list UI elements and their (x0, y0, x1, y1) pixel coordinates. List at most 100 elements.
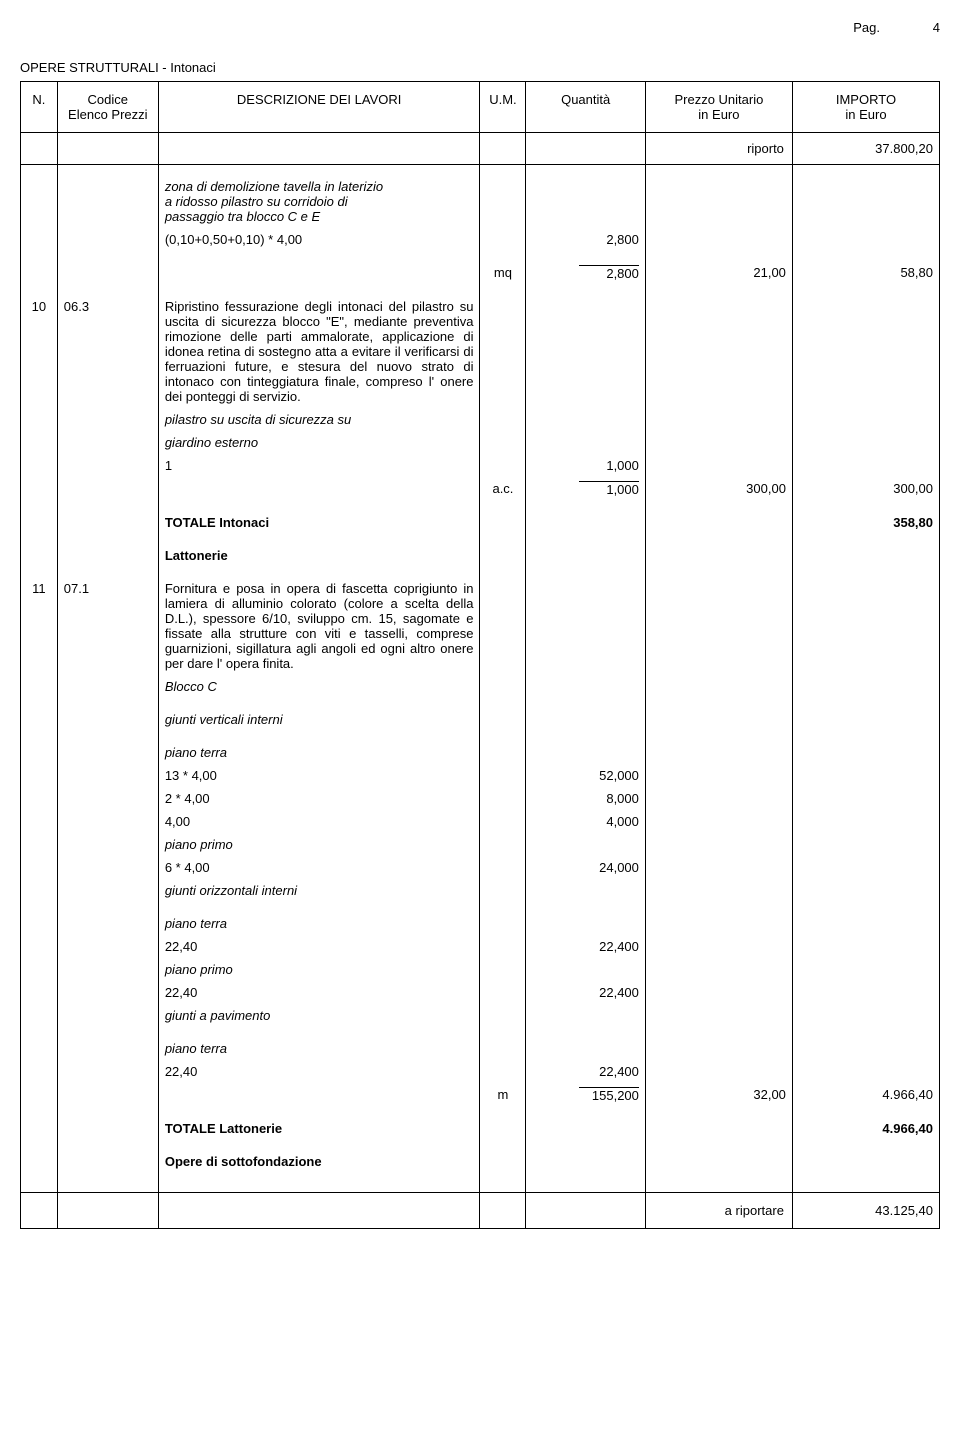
item10-sub2: giardino esterno (158, 431, 480, 454)
item11-pt1-row: piano terra (21, 741, 940, 764)
item11-pt3-row: piano terra (21, 1037, 940, 1060)
item11-l4-expr: 6 * 4,00 (158, 856, 480, 879)
item9-calc-val: 2,800 (526, 228, 645, 251)
a-riportare-row: a riportare 43.125,40 (21, 1193, 940, 1229)
header-desc: DESCRIZIONE DEI LAVORI (158, 82, 480, 133)
header-um: U.M. (480, 82, 526, 133)
item11-gap: giunti a pavimento (158, 1004, 480, 1027)
section-title: OPERE STRUTTURALI - Intonaci (20, 60, 940, 75)
item11-l5-expr: 22,40 (158, 935, 480, 958)
item11-um: m (480, 1083, 526, 1107)
item11-qty: 155,200 (526, 1083, 645, 1107)
item10-n: 10 (21, 295, 58, 408)
totale-lattonerie-label: TOTALE Lattonerie (158, 1117, 480, 1140)
main-table: N. Codice Elenco Prezzi DESCRIZIONE DEI … (20, 81, 940, 1229)
item11-pt2-row: piano terra (21, 912, 940, 935)
item11-l2-val: 8,000 (526, 787, 645, 810)
item11-pt3: piano terra (158, 1037, 480, 1060)
header-import: IMPORTO in Euro (792, 82, 939, 133)
item11-l1-expr: 13 * 4,00 (158, 764, 480, 787)
item11-l7-expr: 22,40 (158, 1060, 480, 1083)
item11-l4-val: 24,000 (526, 856, 645, 879)
totale-intonaci-row: TOTALE Intonaci 358,80 (21, 511, 940, 534)
lattonerie-row: Lattonerie (21, 544, 940, 567)
item10-one-val: 1,000 (526, 454, 645, 477)
item11-gvi-row: giunti verticali interni (21, 708, 940, 731)
item9-total-row: mq 2,800 21,00 58,80 (21, 261, 940, 285)
item10-total-row: a.c. 1,000 300,00 300,00 (21, 477, 940, 501)
item11-import: 4.966,40 (792, 1083, 939, 1107)
item11-goi: giunti orizzontali interni (158, 879, 480, 902)
riporto-label: riporto (645, 133, 792, 165)
header-row: N. Codice Elenco Prezzi DESCRIZIONE DEI … (21, 82, 940, 133)
item11-l1-row: 13 * 4,00 52,000 (21, 764, 940, 787)
item11-l2-row: 2 * 4,00 8,000 (21, 787, 940, 810)
lattonerie-label: Lattonerie (158, 544, 480, 567)
item10-import: 300,00 (792, 477, 939, 501)
item11-l4-row: 6 * 4,00 24,000 (21, 856, 940, 879)
page-label: Pag. (853, 20, 880, 35)
item10-desc: Ripristino fessurazione degli intonaci d… (158, 295, 480, 408)
item11-l7-row: 22,40 22,400 (21, 1060, 940, 1083)
item9-line3: passaggio tra blocco C e E (165, 209, 474, 224)
item11-l3-val: 4,000 (526, 810, 645, 833)
item10-sub1: pilastro su uscita di sicurezza su (158, 408, 480, 431)
item11-l6-expr: 22,40 (158, 981, 480, 1004)
item10-qty: 1,000 (526, 477, 645, 501)
item11-l1-val: 52,000 (526, 764, 645, 787)
item11-l5-val: 22,400 (526, 935, 645, 958)
item11-l3-row: 4,00 4,000 (21, 810, 940, 833)
item11-l5-row: 22,40 22,400 (21, 935, 940, 958)
item11-pt2: piano terra (158, 912, 480, 935)
item11-price: 32,00 (645, 1083, 792, 1107)
item11-desc: Fornitura e posa in opera di fascetta co… (158, 577, 480, 675)
item10-sub2-row: giardino esterno (21, 431, 940, 454)
item11-l3-expr: 4,00 (158, 810, 480, 833)
item10-code: 06.3 (57, 295, 158, 408)
item11-l6-val: 22,400 (526, 981, 645, 1004)
item11-pt1: piano terra (158, 741, 480, 764)
item9-um: mq (480, 261, 526, 285)
header-n: N. (21, 82, 58, 133)
item11-l6-row: 22,40 22,400 (21, 981, 940, 1004)
item11-gap-row: giunti a pavimento (21, 1004, 940, 1027)
a-riportare-label: a riportare (645, 1193, 792, 1229)
item11-pp1-row: piano primo (21, 833, 940, 856)
item9-import: 58,80 (792, 261, 939, 285)
riporto-row: riporto 37.800,20 (21, 133, 940, 165)
item11-pp1: piano primo (158, 833, 480, 856)
item11-blocco-row: Blocco C (21, 675, 940, 698)
totale-lattonerie-val: 4.966,40 (792, 1117, 939, 1140)
header-price: Prezzo Unitario in Euro (645, 82, 792, 133)
opere-sotto: Opere di sottofondazione (158, 1150, 480, 1173)
item10-sub1-row: pilastro su uscita di sicurezza su (21, 408, 940, 431)
item9-price: 21,00 (645, 261, 792, 285)
totale-intonaci-label: TOTALE Intonaci (158, 511, 480, 534)
item9-calc-expr: (0,10+0,50+0,10) * 4,00 (158, 228, 480, 251)
item11-l2-expr: 2 * 4,00 (158, 787, 480, 810)
header-qty: Quantità (526, 82, 645, 133)
item9-line2: a ridosso pilastro su corridoio di (165, 194, 474, 209)
page: Pag. 4 OPERE STRUTTURALI - Intonaci N. C… (20, 20, 940, 1229)
item9-desc-row: zona di demolizione tavella in laterizio… (21, 175, 940, 228)
item11-n: 11 (21, 577, 58, 675)
item9-qty: 2,800 (526, 261, 645, 285)
item11-gvi: giunti verticali interni (158, 708, 480, 731)
item11-pp2: piano primo (158, 958, 480, 981)
item11-pp2-row: piano primo (21, 958, 940, 981)
item11-blocco: Blocco C (158, 675, 480, 698)
item11-goi-row: giunti orizzontali interni (21, 879, 940, 902)
totale-intonaci-val: 358,80 (792, 511, 939, 534)
item9-line1: zona di demolizione tavella in laterizio (165, 179, 474, 194)
item10-um: a.c. (480, 477, 526, 501)
page-number: 4 (933, 20, 940, 35)
item9-calc-row: (0,10+0,50+0,10) * 4,00 2,800 (21, 228, 940, 251)
header-code: Codice Elenco Prezzi (57, 82, 158, 133)
totale-lattonerie-row: TOTALE Lattonerie 4.966,40 (21, 1117, 940, 1140)
item11-code: 07.1 (57, 577, 158, 675)
riporto-value: 37.800,20 (792, 133, 939, 165)
item11-l7-val: 22,400 (526, 1060, 645, 1083)
opere-sotto-row: Opere di sottofondazione (21, 1150, 940, 1173)
a-riportare-value: 43.125,40 (792, 1193, 939, 1229)
item10-one: 1 (158, 454, 480, 477)
